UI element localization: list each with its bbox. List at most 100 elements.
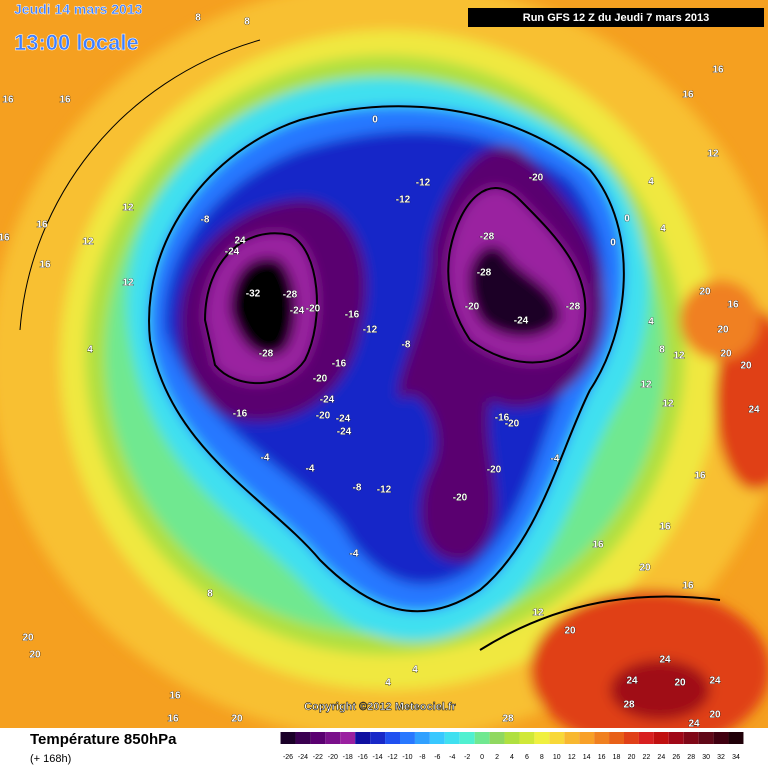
contour-label: 12	[122, 278, 134, 289]
contour-label: 16	[694, 471, 706, 482]
contour-label: -12	[377, 485, 392, 496]
contour-label: -24	[290, 306, 305, 317]
contour-label: 16	[682, 581, 694, 592]
colorbar-swatch	[638, 732, 654, 744]
colorbar-swatch	[310, 732, 326, 744]
contour-label: 16	[727, 300, 739, 311]
contour-label: -16	[345, 310, 360, 321]
contour-label: 24	[626, 676, 638, 687]
contour-label: 4	[648, 177, 654, 188]
colorbar-label: -18	[343, 754, 353, 761]
contour-label: -16	[233, 409, 248, 420]
colorbar-swatch	[579, 732, 595, 744]
run-info: Run GFS 12 Z du Jeudi 7 mars 2013	[523, 12, 709, 24]
colorbar-swatch	[340, 732, 356, 744]
colorbar-label: 28	[687, 754, 695, 761]
colorbar-swatch	[683, 732, 699, 744]
contour-label: 24	[709, 676, 721, 687]
contour-label: -4	[350, 549, 359, 560]
contour-label: 16	[592, 540, 604, 551]
colorbar-swatch	[444, 732, 460, 744]
contour-label: 8	[659, 345, 665, 356]
colorbar-swatch	[534, 732, 550, 744]
colorbar-label: -6	[434, 754, 440, 761]
colorbar-label: 20	[628, 754, 636, 761]
contour-label: -16	[495, 413, 510, 424]
colorbar-swatch	[668, 732, 684, 744]
forecast-date: Jeudi 14 mars 2013	[14, 1, 143, 17]
contour-label: -24	[225, 247, 240, 258]
contour-label: -20	[487, 465, 502, 476]
colorbar-label: 30	[702, 754, 710, 761]
colorbar-swatch	[489, 732, 505, 744]
contour-label: -16	[332, 359, 347, 370]
colorbar-swatch	[414, 732, 430, 744]
colorbar-label: 34	[732, 754, 740, 761]
colorbar-swatch	[713, 732, 729, 744]
colorbar-swatch	[594, 732, 610, 744]
contour-label: 12	[122, 203, 134, 214]
colorbar-swatch	[429, 732, 445, 744]
contour-label: 12	[82, 237, 94, 248]
contour-label: 20	[674, 678, 686, 689]
contour-label: 12	[640, 380, 652, 391]
contour-label: -20	[465, 302, 480, 313]
contour-label: 20	[699, 287, 711, 298]
contour-label: -20	[453, 493, 468, 504]
contour-label: -28	[259, 349, 274, 360]
contour-label: 8	[207, 589, 213, 600]
contour-label: 16	[169, 691, 181, 702]
contour-label: 0	[610, 238, 616, 249]
contour-label: 16	[39, 260, 51, 271]
colorbar-swatch	[698, 732, 714, 744]
contour-label: 20	[717, 325, 729, 336]
contour-label: 16	[659, 522, 671, 533]
colorbar-label: 26	[672, 754, 680, 761]
colorbar-swatch	[459, 732, 475, 744]
contour-label: 16	[0, 233, 10, 244]
contour-label: 20	[709, 710, 721, 721]
contour-label: -8	[402, 340, 411, 351]
contour-label: 28	[623, 700, 635, 711]
contour-label: -24	[337, 427, 352, 438]
contour-label: 20	[740, 361, 752, 372]
contour-label: -28	[566, 302, 581, 313]
colorbar-label: 18	[613, 754, 621, 761]
contour-label: -20	[306, 304, 321, 315]
contour-label: 12	[673, 351, 685, 362]
contour-label: 20	[231, 714, 243, 725]
colorbar-swatch	[295, 732, 311, 744]
colorbar-label: 14	[583, 754, 591, 761]
contour-label: -28	[477, 268, 492, 279]
contour-label: 24	[748, 405, 760, 416]
colorbar-swatch	[549, 732, 565, 744]
contour-label: -12	[363, 325, 378, 336]
contour-label: 16	[36, 220, 48, 231]
contour-label: 0	[624, 214, 630, 225]
colorbar-label: 32	[717, 754, 725, 761]
contour-label: 20	[22, 633, 34, 644]
colorbar-swatch	[385, 732, 400, 744]
colorbar-label: -4	[449, 754, 455, 761]
temperature-field	[0, 0, 768, 728]
forecast-time: 13:00 locale	[14, 30, 139, 55]
copyright: Copyright ©2012 Meteociel.fr	[304, 701, 456, 713]
contour-label: -8	[201, 215, 210, 226]
contour-label: 16	[2, 95, 14, 106]
contour-label: -20	[529, 173, 544, 184]
contour-label: -24	[320, 395, 335, 406]
contour-label: 20	[639, 563, 651, 574]
colorbar-label: -12	[387, 754, 397, 761]
colorbar-swatch	[370, 732, 386, 744]
contour-label: 20	[564, 626, 576, 637]
contour-label: -24	[336, 414, 351, 425]
contour-label: 4	[87, 345, 93, 356]
contour-label: -24	[514, 316, 529, 327]
colorbar-label: -8	[419, 754, 425, 761]
colorbar-label: -14	[373, 754, 383, 761]
contour-label: 16	[167, 714, 179, 725]
contour-label: 8	[195, 13, 201, 24]
contour-label: 28	[502, 714, 514, 725]
run-box	[468, 8, 764, 27]
